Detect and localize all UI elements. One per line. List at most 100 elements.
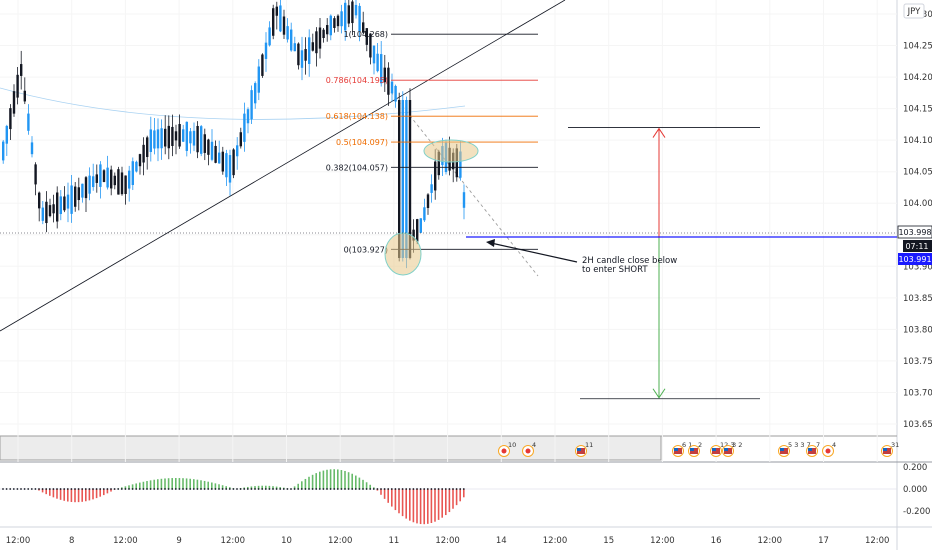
oscillator-signal-dot <box>430 488 433 490</box>
upside-arrowhead <box>652 127 666 138</box>
oscillator-signal-dot <box>444 488 447 490</box>
candle-body <box>92 176 95 188</box>
event-marker[interactable]: 4 <box>522 441 537 457</box>
oscillator-signal-dot <box>246 488 249 490</box>
candle-body <box>236 145 239 157</box>
price-tick-label: 104.000 <box>903 199 932 209</box>
candle-body <box>23 90 26 102</box>
price-axis[interactable]: 104.300104.250104.200104.150104.100104.0… <box>903 10 932 430</box>
event-count: 3 2 <box>732 441 742 449</box>
fib-level-label: 0.618(104.138) <box>326 112 388 121</box>
highlight-ellipses[interactable] <box>384 139 479 276</box>
event-count: 11 <box>585 441 593 449</box>
event-marker[interactable]: 10 <box>498 441 517 457</box>
oscillator-signal-dot <box>254 488 256 490</box>
candle-body <box>282 16 286 35</box>
event-count: 10 <box>508 441 516 449</box>
top-highlight-ellipse[interactable] <box>423 139 479 163</box>
candle-body <box>365 28 368 45</box>
candle-body <box>250 90 253 120</box>
oscillator-signal-dot <box>210 488 213 490</box>
candle-body <box>372 45 376 64</box>
oscillator-signal-dot <box>9 488 12 490</box>
candle-body <box>362 22 365 33</box>
candle-body <box>430 184 433 193</box>
candle-body <box>455 148 458 178</box>
oscillator-signal-dot <box>308 488 310 490</box>
candle-body <box>56 192 59 222</box>
oscillator-signal-dot <box>236 488 238 490</box>
us-flag-canton <box>690 448 694 451</box>
event-marker[interactable]: 6 1 <box>672 441 693 457</box>
bottom-highlight-ellipse[interactable] <box>384 232 422 276</box>
symbol-badge[interactable]: JPY <box>903 3 925 19</box>
annotation[interactable]: 2H candle close below to enter SHORT <box>486 239 677 275</box>
oscillator-signal-dot <box>297 488 300 490</box>
oscillator-signal-dot <box>142 488 145 490</box>
oscillator-signal-dot <box>232 488 235 490</box>
oscillator-axis[interactable]: 0.200 0.000 -0.200 <box>903 463 930 517</box>
rising-trendline[interactable] <box>0 0 566 332</box>
candle-body <box>383 67 386 83</box>
candle-body <box>120 172 124 195</box>
oscillator-signal-dot <box>372 488 375 490</box>
oscillator-signal-dot <box>322 488 325 490</box>
current-price-tag <box>898 253 932 265</box>
candle-body <box>52 204 55 214</box>
candle-body <box>5 125 8 144</box>
oscillator-signal-dot <box>318 488 321 490</box>
oscillator-signal-dot <box>106 488 109 490</box>
oscillator-signal-dot <box>383 488 386 490</box>
annotation-line-2: to enter SHORT <box>582 265 648 275</box>
oscillator-signal-dot <box>275 488 278 490</box>
candle-body <box>138 154 142 167</box>
candle-body <box>243 113 246 142</box>
candle-body <box>401 100 404 258</box>
candle-body <box>326 25 329 35</box>
time-axis[interactable]: 12:00 8 12:00 9 12:00 10 12:00 11 12:00 14 12:00 15… <box>6 536 890 546</box>
oscillator-signal-dot <box>218 488 220 490</box>
candle-body <box>387 67 390 95</box>
event-marker[interactable]: 5 3 3 7 <box>778 441 811 457</box>
price-tick-label: 103.850 <box>903 294 932 304</box>
event-marker[interactable]: 7 <box>806 441 821 457</box>
current-price-tag-text: 103.991 <box>898 255 931 264</box>
candle-body <box>268 27 271 46</box>
candle-body <box>160 128 163 149</box>
time-tick-label: 10 <box>281 536 292 546</box>
economic-events[interactable]: 10 4 11 6 1 2 12 33 2 5 3 3 7 7 4 31 <box>498 441 900 457</box>
event-marker[interactable]: 12 3 <box>710 441 735 457</box>
target-lines[interactable] <box>568 127 760 400</box>
oscillator-signal-dot <box>250 488 253 490</box>
oscillator-signal-dot <box>214 488 217 490</box>
oscillator-signal-dot <box>408 488 411 490</box>
event-marker[interactable]: 3 2 <box>722 441 743 457</box>
candle-body <box>225 153 228 178</box>
time-tick-label: 12:00 <box>113 536 138 546</box>
candle-body <box>9 108 12 130</box>
candle-body <box>434 161 437 191</box>
candle-body <box>221 151 224 172</box>
candle-body <box>257 66 260 93</box>
candle-body <box>149 129 152 153</box>
oscillator-signal-dot <box>257 488 260 490</box>
oscillator-signal-dot <box>416 488 418 490</box>
candle-body <box>340 11 343 27</box>
oscillator-signal-dot <box>192 488 195 490</box>
oscillator-signal-dot <box>207 488 210 490</box>
oscillator-signal-dot <box>16 488 19 490</box>
candle-body <box>102 170 106 182</box>
oscillator-signal-dot <box>12 488 15 490</box>
time-tick-label: 12:00 <box>435 536 460 546</box>
event-marker[interactable]: 4 <box>822 441 837 457</box>
event-marker[interactable]: 2 <box>688 441 703 457</box>
candle-body <box>462 192 466 208</box>
event-marker[interactable]: 11 <box>575 441 594 457</box>
oscillator-signal-dot <box>95 488 98 490</box>
price-tick-label: 104.150 <box>903 105 932 115</box>
trendlines[interactable] <box>0 0 566 332</box>
oscillator-signal-dot <box>347 488 350 490</box>
candle-body <box>2 141 5 161</box>
event-marker[interactable]: 31 <box>881 441 900 457</box>
